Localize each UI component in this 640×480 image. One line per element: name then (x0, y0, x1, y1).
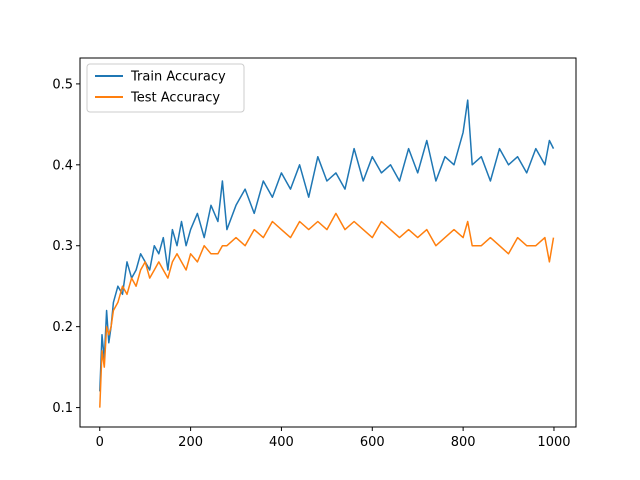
legend-test-label: Test Accuracy (130, 91, 220, 106)
y-tick-label: 0.2 (52, 320, 73, 335)
x-tick-label: 800 (451, 435, 476, 450)
legend-box (86, 63, 245, 113)
legend: Train Accuracy Test Accuracy (86, 63, 245, 113)
y-tick-label: 0.5 (52, 77, 73, 92)
x-tick-label: 1000 (537, 435, 570, 450)
y-tick-label: 0.3 (52, 239, 73, 254)
x-tick-label: 200 (178, 435, 203, 450)
y-tick-label: 0.4 (52, 158, 73, 173)
legend-train-label: Train Accuracy (130, 70, 226, 85)
x-tick-label: 400 (269, 435, 294, 450)
plot-area-frame (79, 57, 577, 428)
y-axis: 0.1 0.2 0.3 0.4 0.5 (52, 77, 80, 416)
x-tick-label: 600 (360, 435, 385, 450)
series-line-train-accuracy (99, 99, 555, 392)
y-tick-label: 0.1 (52, 401, 73, 416)
x-axis: 0 200 400 600 800 1000 (96, 427, 571, 450)
series-line-test-accuracy (99, 212, 555, 408)
series-layer (99, 99, 555, 408)
x-tick-label: 0 (96, 435, 104, 450)
